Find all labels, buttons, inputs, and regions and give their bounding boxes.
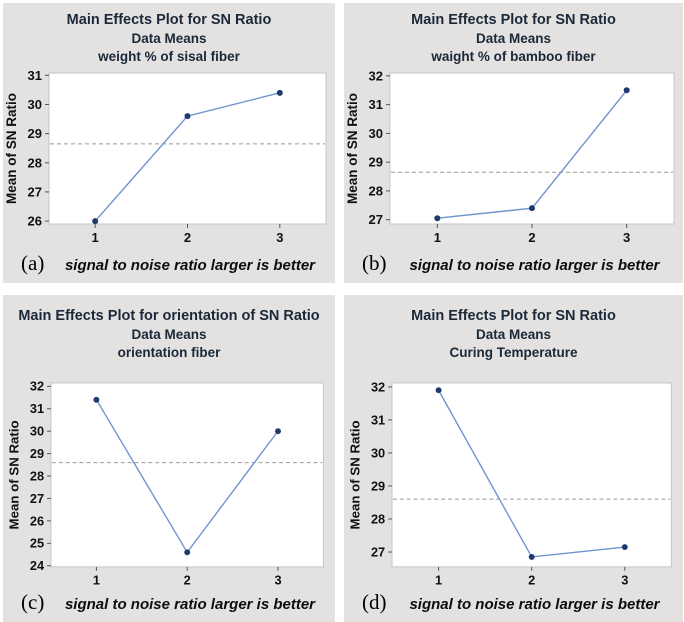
x-tick-label: 1 [93, 573, 100, 588]
y-tick-label: 31 [30, 401, 44, 416]
title-block: Main Effects Plot for SN Ratio Data Mean… [344, 302, 683, 380]
y-tick-label: 29 [30, 446, 44, 461]
line-chart-c: 24 25 26 27 28 29 30 31 32 1 2 3 Mean of SN Ratio [7, 380, 324, 588]
y-tick-label: 30 [30, 424, 44, 439]
x-tick-label: 3 [274, 573, 281, 588]
plot-area [48, 72, 327, 225]
y-tick-label: 31 [369, 97, 383, 112]
y-axis-title: Mean of SN Ratio [348, 420, 363, 529]
chart-factor-label: orientation fiber [117, 344, 221, 360]
y-tick-label: 31 [371, 412, 385, 427]
data-point [92, 218, 99, 225]
y-tick-label: 27 [369, 212, 383, 227]
panel-letter: (d) [362, 590, 387, 615]
caption-row: (a) signal to noise ratio larger is bett… [3, 251, 335, 283]
line-chart-a: 26 27 28 29 30 31 1 2 3 Mean of SN Ratio [4, 70, 327, 245]
data-point [184, 113, 191, 120]
x-tick-label: 2 [184, 230, 191, 245]
line-chart-b: 27 28 29 30 31 32 1 2 3 Mean of SN Ratio [345, 70, 675, 245]
plot-area [50, 382, 324, 568]
x-tick-label: 1 [434, 230, 441, 245]
y-tick-label: 29 [371, 478, 385, 493]
x-axis-caption: signal to noise ratio larger is better [64, 256, 316, 274]
y-tick-label: 28 [30, 468, 44, 483]
panel-b: Main Effects Plot for SN Ratio Data Mean… [344, 3, 683, 283]
data-point [529, 205, 535, 212]
x-tick-label: 3 [276, 230, 283, 245]
y-tick-label: 30 [28, 97, 42, 112]
y-tick-label: 27 [30, 491, 44, 506]
y-tick-label: 30 [371, 445, 385, 460]
data-point [276, 89, 283, 96]
chart-subtitle: Data Means [475, 31, 552, 47]
plot-area [391, 382, 672, 568]
chart-title: Main Effects Plot for SN Ratio [411, 12, 616, 28]
y-tick-label: 28 [371, 511, 385, 526]
panel-letter: (b) [362, 251, 387, 275]
x-tick-label: 1 [435, 573, 442, 588]
x-tick-label: 2 [184, 573, 191, 588]
chart-subtitle: Data Means [131, 327, 207, 343]
caption-row: (b) signal to noise ratio larger is bett… [344, 251, 683, 283]
panel-letter: (a) [21, 251, 45, 275]
title-block: Main Effects Plot for orientation of SN … [3, 302, 335, 380]
y-tick-label: 27 [371, 544, 385, 559]
x-tick-label: 1 [92, 230, 99, 245]
y-tick-label: 32 [369, 70, 383, 83]
panel-c: Main Effects Plot for orientation of SN … [3, 295, 335, 622]
caption-row: (c) signal to noise ratio larger is bett… [3, 590, 335, 622]
data-point [621, 544, 628, 551]
title-block: Main Effects Plot for SN Ratio Data Mean… [344, 10, 683, 70]
y-tick-label: 25 [30, 536, 44, 551]
x-tick-label: 3 [621, 573, 628, 588]
data-point [623, 87, 630, 94]
y-tick-label: 29 [369, 155, 383, 170]
y-tick-label: 24 [30, 558, 45, 573]
x-tick-label: 2 [528, 573, 535, 588]
y-tick-label: 28 [28, 155, 42, 170]
data-point [275, 428, 281, 435]
x-tick-label: 3 [623, 230, 630, 245]
panel-letter: (c) [21, 590, 45, 615]
chart-title: Main Effects Plot for SN Ratio [411, 308, 616, 324]
y-tick-label: 26 [28, 214, 42, 229]
y-axis-title: Mean of SN Ratio [4, 93, 19, 204]
chart-factor-label: Curing Temperature [449, 344, 578, 360]
y-axis-title: Mean of SN Ratio [345, 93, 360, 204]
chart-factor-label: weight % of sisal fiber [98, 48, 240, 64]
y-tick-label: 28 [369, 183, 383, 198]
chart-factor-label: waight % of bamboo fiber [431, 48, 596, 64]
chart-subtitle: Data Means [131, 31, 207, 47]
x-axis-caption: signal to noise ratio larger is better [64, 595, 316, 613]
plot-area [389, 72, 675, 225]
x-axis-caption: signal to noise ratio larger is better [409, 595, 660, 613]
title-block: Main Effects Plot for SN Ratio Data Mean… [3, 10, 335, 70]
panel-d: Main Effects Plot for SN Ratio Data Mean… [344, 295, 683, 622]
y-tick-label: 32 [30, 380, 44, 394]
y-tick-label: 30 [369, 126, 383, 141]
y-tick-label: 26 [30, 513, 44, 528]
caption-row: (d) signal to noise ratio larger is bett… [344, 590, 683, 622]
y-tick-label: 31 [28, 70, 42, 83]
y-tick-label: 32 [371, 380, 385, 394]
y-axis-title: Mean of SN Ratio [7, 420, 22, 529]
x-axis-caption: signal to noise ratio larger is better [409, 256, 660, 274]
data-point [93, 396, 100, 403]
data-point [434, 215, 441, 222]
data-point [435, 387, 442, 394]
data-point [184, 549, 191, 556]
chart-title: Main Effects Plot for orientation of SN … [18, 308, 320, 324]
chart-subtitle: Data Means [475, 327, 552, 343]
data-point [528, 554, 535, 560]
y-tick-label: 29 [28, 126, 42, 141]
y-tick-label: 27 [28, 184, 42, 199]
x-tick-label: 2 [528, 230, 535, 245]
chart-title: Main Effects Plot for SN Ratio [66, 12, 272, 28]
line-chart-d: 27 28 29 30 31 32 1 2 3 Mean of SN Ratio [348, 380, 672, 588]
panel-a: Main Effects Plot for SN Ratio Data Mean… [3, 3, 335, 283]
